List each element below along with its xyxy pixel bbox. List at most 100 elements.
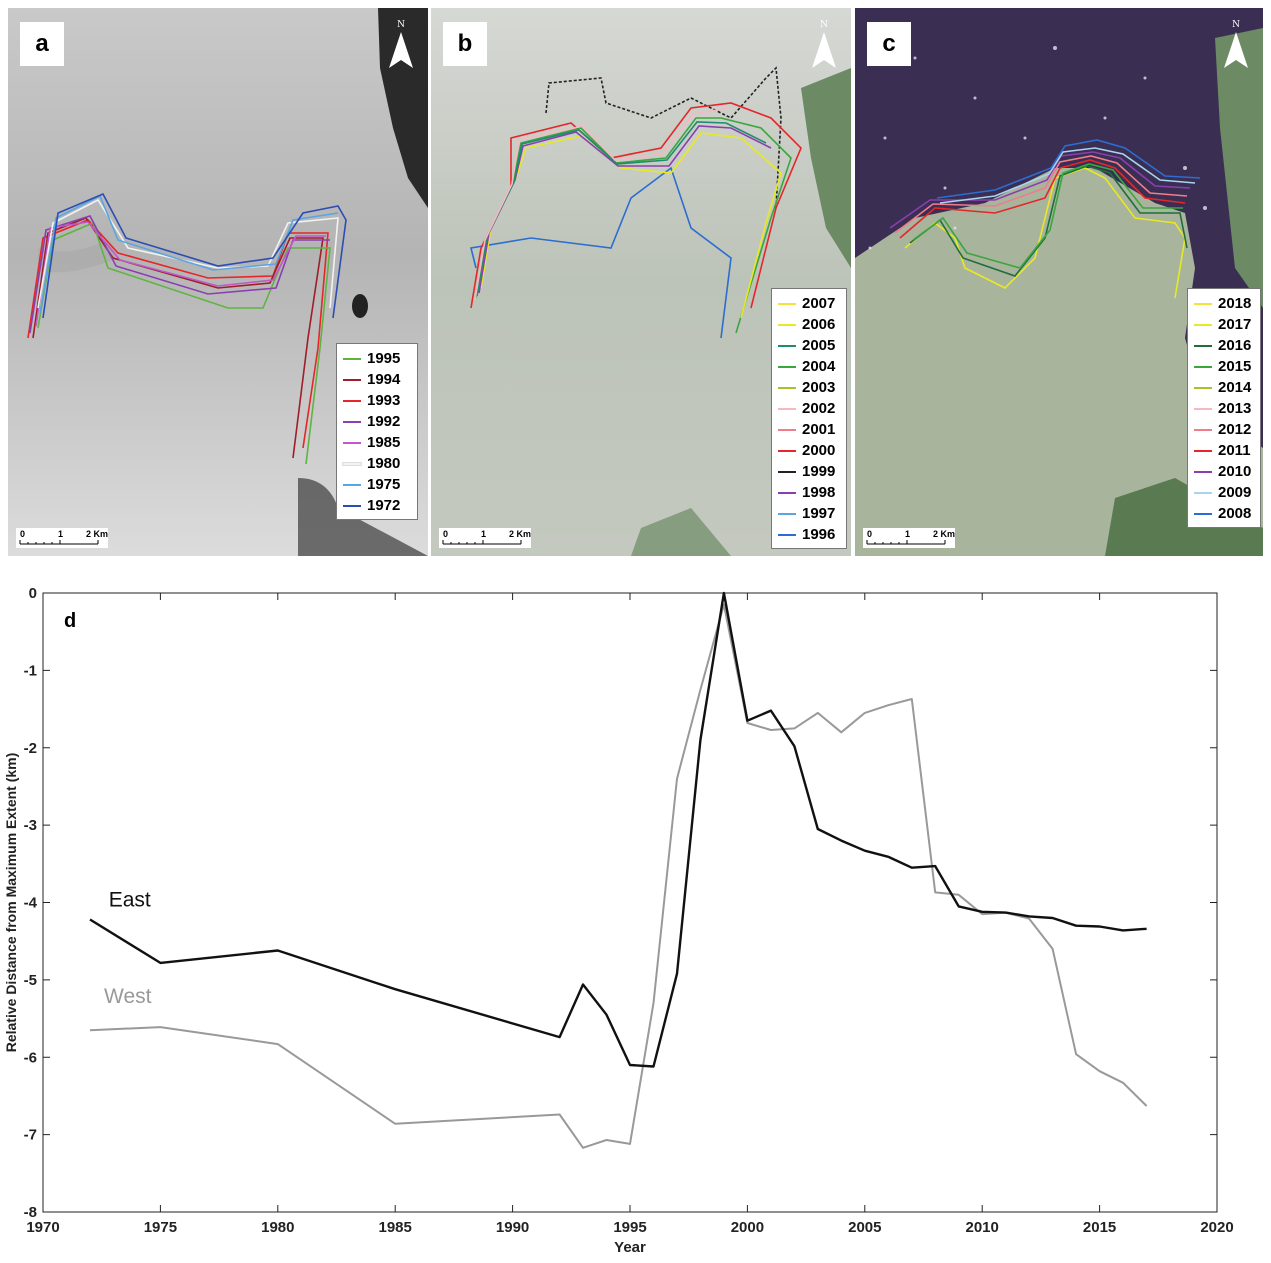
legend-item: 2012 [1194, 419, 1252, 440]
plot-frame [42, 592, 1218, 1213]
legend-item: 1975 [343, 474, 409, 495]
legend-label: 2014 [1218, 379, 1252, 396]
legend-c: 2018 2017 2016 2015 2014 2013 2012 2011 2010 2009… [1187, 288, 1261, 528]
legend-item: 1993 [343, 390, 409, 411]
panel-letter-a: a [20, 22, 64, 66]
legend-swatch [778, 302, 796, 305]
legend-swatch [343, 399, 361, 402]
series-label-east: East [109, 888, 151, 911]
north-arrow-icon: N [1223, 20, 1249, 76]
north-arrow-icon: N [811, 20, 837, 76]
legend-label: 2013 [1218, 400, 1252, 417]
x-axis-title: Year [614, 1239, 646, 1256]
legend-item: 2009 [1194, 482, 1252, 503]
legend-label: 2000 [802, 442, 836, 459]
legend-swatch [1194, 323, 1212, 326]
legend-item: 1992 [343, 411, 409, 432]
x-tick-label: 1985 [379, 1219, 412, 1236]
legend-item: 2005 [778, 335, 838, 356]
y-tick-label: -7 [24, 1127, 37, 1144]
legend-swatch [778, 344, 796, 347]
legend-swatch [778, 512, 796, 515]
legend-label: 1993 [367, 392, 401, 409]
legend-item: 2001 [778, 419, 838, 440]
legend-b: 2007 2006 2005 2004 2003 2002 2001 2000 1999 1998… [771, 288, 847, 549]
panel-letter-b: b [443, 22, 487, 66]
x-tick-label: 1970 [26, 1219, 59, 1236]
series-label-west: West [104, 985, 152, 1008]
legend-item: 2002 [778, 398, 838, 419]
legend-swatch [778, 407, 796, 410]
legend-item: 2008 [1194, 503, 1252, 524]
scale-label: 2 Km [509, 529, 532, 539]
legend-item: 2016 [1194, 335, 1252, 356]
y-tick-label: -3 [24, 817, 37, 834]
series-line-east [89, 591, 1147, 1068]
y-tick-label: -4 [24, 895, 38, 912]
legend-label: 2017 [1218, 316, 1252, 333]
legend-swatch [1194, 470, 1212, 473]
legend-item: 2014 [1194, 377, 1252, 398]
map-panel-a: a N 1995 1994 1993 1992 1985 1980 1975 1972 0 1 2… [8, 8, 428, 556]
legend-swatch [1194, 512, 1212, 515]
scale-label: 0 [20, 529, 26, 539]
scale-label: 0 [443, 529, 449, 539]
y-tick-label: 0 [29, 585, 37, 602]
legend-label: 1985 [367, 434, 401, 451]
x-tick-label: 1990 [496, 1219, 529, 1236]
scale-label: 2 Km [86, 529, 109, 539]
legend-swatch [778, 533, 796, 536]
legend-label: 1975 [367, 476, 401, 493]
legend-label: 2006 [802, 316, 836, 333]
legend-swatch [778, 428, 796, 431]
legend-item: 1999 [778, 461, 838, 482]
legend-swatch [778, 491, 796, 494]
legend-label: 1999 [802, 463, 836, 480]
legend-item: 1985 [343, 432, 409, 453]
satellite-image-a [8, 8, 428, 556]
scale-label: 0 [867, 529, 873, 539]
y-tick-label: -1 [24, 662, 37, 679]
north-arrow-icon: N [388, 20, 414, 76]
scale-label: 2 Km [933, 529, 956, 539]
legend-swatch [343, 483, 361, 486]
legend-label: 2008 [1218, 505, 1252, 522]
scale-label: 1 [481, 529, 487, 539]
legend-label: 2009 [1218, 484, 1252, 501]
y-tick-label: -8 [24, 1204, 37, 1221]
legend-label: 1980 [367, 455, 401, 472]
legend-swatch [1194, 365, 1212, 368]
legend-label: 2004 [802, 358, 836, 375]
legend-label: 2005 [802, 337, 836, 354]
legend-swatch [1194, 449, 1212, 452]
legend-item: 1997 [778, 503, 838, 524]
legend-swatch [343, 504, 361, 507]
legend-item: 1994 [343, 369, 409, 390]
legend-swatch [1194, 386, 1212, 389]
legend-item: 2010 [1194, 461, 1252, 482]
satellite-image-c [855, 8, 1263, 556]
legend-label: 2011 [1218, 442, 1251, 459]
legend-item: 2018 [1194, 293, 1252, 314]
legend-label: 1992 [367, 413, 401, 430]
y-axis-title: Relative Distance from Maximum Extent (k… [3, 753, 19, 1053]
legend-swatch [778, 323, 796, 326]
x-tick-label: 1995 [613, 1219, 646, 1236]
x-tick-label: 2000 [731, 1219, 764, 1236]
scale-bar-a: 0 1 2 Km [16, 528, 108, 548]
legend-item: 2003 [778, 377, 838, 398]
legend-swatch [778, 470, 796, 473]
panel-letter-c: c [867, 22, 911, 66]
legend-item: 2013 [1194, 398, 1252, 419]
legend-item: 1980 [342, 453, 409, 474]
legend-item: 2006 [778, 314, 838, 335]
legend-item: 2017 [1194, 314, 1252, 335]
legend-label: 2002 [802, 400, 836, 417]
y-tick-label: -5 [24, 972, 37, 989]
x-tick-label: 2005 [848, 1219, 881, 1236]
line-chart-d: 1970 1975 1980 1985 1990 1995 2000 2005 2010 2015… [3, 585, 1234, 1256]
legend-item: 1995 [343, 348, 409, 369]
legend-swatch [343, 357, 361, 360]
legend-item: 2011 [1194, 440, 1252, 461]
legend-label: 2003 [802, 379, 836, 396]
